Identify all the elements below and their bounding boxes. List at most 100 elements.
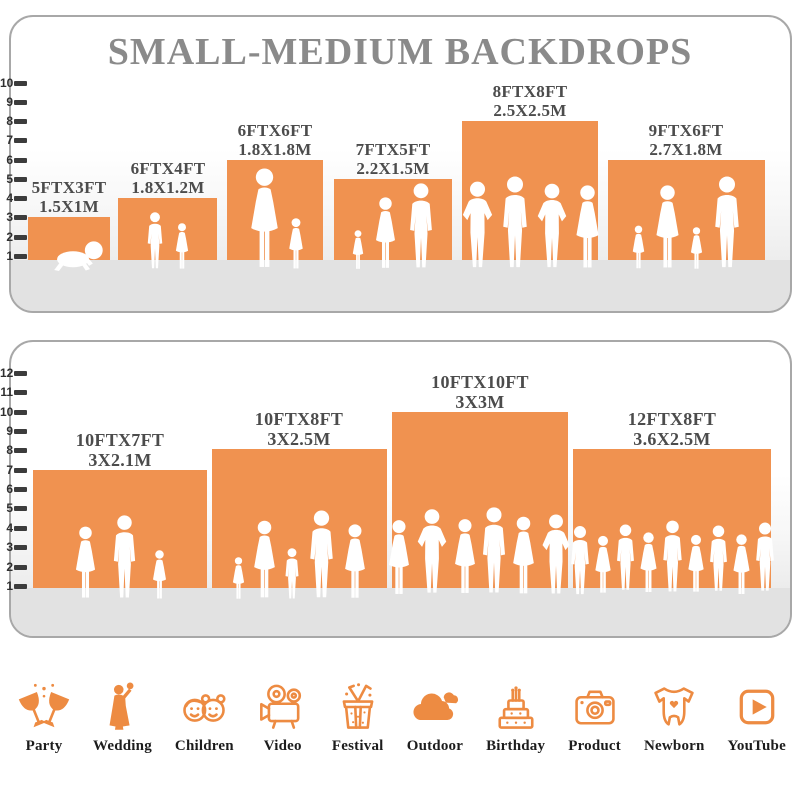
axis-tick: 10 bbox=[0, 77, 27, 89]
category-label: Wedding bbox=[92, 738, 152, 754]
category-label: Product bbox=[568, 738, 621, 754]
category-product: Product bbox=[568, 681, 621, 755]
woman-silhouette bbox=[638, 526, 659, 600]
man-silhouette bbox=[533, 183, 571, 270]
axis-tick: 8 bbox=[0, 444, 27, 456]
bar-size-label: 10FTX8FT 3X2.5M bbox=[254, 409, 344, 449]
woman-silhouette bbox=[573, 185, 602, 270]
silhouette-group bbox=[390, 502, 570, 600]
axis-tick: 12 bbox=[0, 367, 27, 379]
axis-tick: 1 bbox=[0, 250, 27, 262]
girl-silhouette bbox=[689, 227, 704, 270]
category-video: Video bbox=[257, 681, 309, 755]
category-label: Children bbox=[174, 738, 234, 754]
woman-silhouette bbox=[386, 516, 412, 600]
silhouette-group bbox=[573, 514, 771, 600]
axis-tick: 6 bbox=[0, 154, 27, 166]
baby-silhouette bbox=[43, 239, 105, 271]
product-icon bbox=[574, 690, 615, 725]
axis-tick: 9 bbox=[0, 96, 27, 108]
girl-silhouette bbox=[174, 223, 190, 270]
video-icon bbox=[259, 684, 301, 729]
silhouette-group bbox=[604, 176, 769, 270]
category-outdoor: Outdoor bbox=[407, 681, 463, 755]
category-party: Party bbox=[18, 681, 70, 755]
festival-icon bbox=[342, 683, 374, 729]
bar-size-label: 6FTX4FT 1.8X1.2M bbox=[130, 159, 206, 197]
axis-tick: 8 bbox=[0, 115, 27, 127]
backdrop-bar-10x10 bbox=[392, 412, 568, 588]
woman-silhouette bbox=[686, 528, 706, 600]
axis-tick: 6 bbox=[0, 483, 27, 495]
category-newborn: Newborn bbox=[644, 681, 705, 755]
woman-silhouette bbox=[73, 526, 98, 600]
category-youtube: YouTube bbox=[728, 681, 786, 755]
axis-tick: 10 bbox=[0, 406, 27, 418]
axis-tick: 11 bbox=[0, 386, 27, 398]
wedding-icon bbox=[109, 682, 134, 730]
party-icon bbox=[18, 683, 70, 728]
man-silhouette bbox=[568, 522, 592, 600]
woman-silhouette bbox=[731, 530, 752, 600]
man-silhouette bbox=[499, 176, 531, 270]
silhouette-group bbox=[118, 212, 217, 270]
ground-strip bbox=[11, 588, 790, 636]
girl-silhouette bbox=[631, 225, 646, 270]
man-silhouette bbox=[479, 502, 509, 600]
category-festival: Festival bbox=[332, 681, 384, 755]
woman-silhouette bbox=[342, 524, 368, 600]
category-birthday: Birthday bbox=[486, 681, 545, 755]
axis-tick: 7 bbox=[0, 464, 27, 476]
category-wedding: Wedding bbox=[93, 681, 152, 755]
bar-size-label: 6FTX6FT 1.8X1.8M bbox=[237, 121, 313, 159]
woman-silhouette bbox=[593, 530, 613, 600]
man-silhouette bbox=[306, 510, 337, 600]
backdrop-bar-6x6 bbox=[227, 160, 323, 260]
axis-tick: 2 bbox=[0, 231, 27, 243]
man-silhouette bbox=[406, 183, 436, 270]
bar-size-label: 8FTX8FT 2.5X2.5M bbox=[492, 82, 568, 120]
man-silhouette bbox=[707, 518, 730, 600]
silhouette-group bbox=[33, 515, 207, 600]
woman-silhouette bbox=[251, 520, 278, 600]
backdrop-bar-6x4 bbox=[118, 198, 217, 260]
girl-silhouette bbox=[151, 550, 168, 600]
category-label: Birthday bbox=[486, 738, 546, 754]
axis-tick: 5 bbox=[0, 173, 27, 185]
bar-size-label: 5FTX3FT 1.5X1M bbox=[31, 178, 107, 216]
bar-size-label: 7FTX5FT 2.2X1.5M bbox=[355, 140, 431, 178]
birthday-icon bbox=[498, 686, 534, 729]
man-silhouette bbox=[614, 516, 637, 600]
axis-tick: 9 bbox=[0, 425, 27, 437]
girl-silhouette bbox=[231, 557, 246, 600]
bar-size-label: 10FTX7FT 3X2.1M bbox=[75, 430, 165, 470]
category-label: Festival bbox=[331, 738, 384, 754]
woman-silhouette bbox=[247, 168, 282, 270]
man-silhouette bbox=[458, 181, 497, 270]
toddler-silhouette bbox=[351, 230, 365, 270]
silhouette-group bbox=[455, 176, 605, 270]
axis-tick: 2 bbox=[0, 561, 27, 573]
category-label: Newborn bbox=[643, 738, 705, 754]
category-label: Outdoor bbox=[406, 738, 464, 754]
bar-size-label: 9FTX6FT 2.7X1.8M bbox=[648, 121, 724, 159]
girl-silhouette bbox=[287, 218, 305, 270]
woman-silhouette bbox=[452, 514, 478, 600]
boy-silhouette bbox=[145, 212, 165, 270]
woman-silhouette bbox=[510, 512, 537, 600]
youtube-icon bbox=[739, 689, 775, 725]
category-label: YouTube bbox=[727, 738, 786, 754]
axis-tick: 4 bbox=[0, 522, 27, 534]
category-label: Video bbox=[263, 738, 302, 754]
newborn-icon bbox=[654, 687, 694, 726]
silhouette-group bbox=[212, 510, 387, 600]
silhouette-group bbox=[334, 183, 452, 270]
man-silhouette bbox=[660, 514, 685, 600]
category-row: Party Wedding bbox=[18, 663, 786, 755]
woman-silhouette bbox=[653, 185, 682, 270]
bar-size-label: 10FTX10FT 3X3M bbox=[431, 372, 529, 412]
man-silhouette bbox=[753, 515, 777, 600]
axis-tick: 5 bbox=[0, 502, 27, 514]
axis-tick: 4 bbox=[0, 192, 27, 204]
